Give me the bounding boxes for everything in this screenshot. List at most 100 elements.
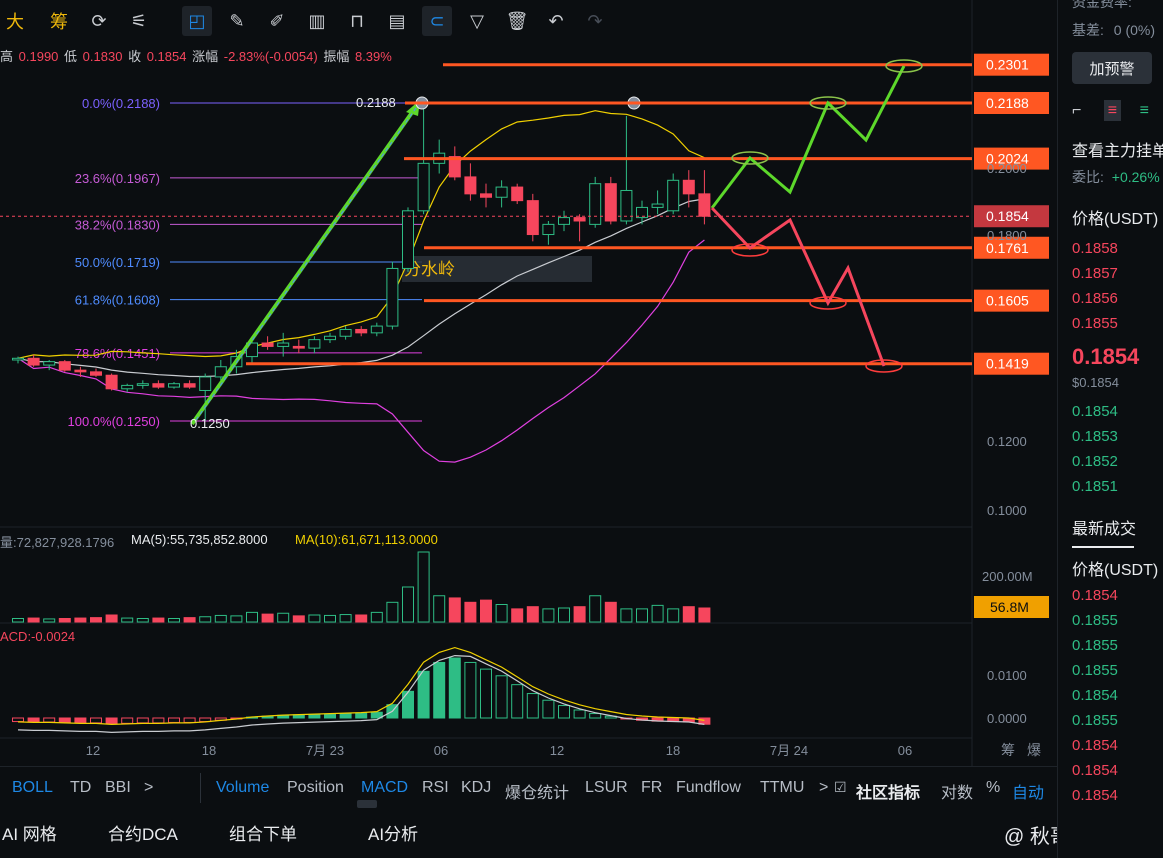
orderbook-bids-icon[interactable]: ≡ xyxy=(1139,102,1149,119)
collapse-handle-icon[interactable] xyxy=(357,800,377,808)
note-icon[interactable]: ▤ xyxy=(388,10,406,31)
volume-bar xyxy=(168,618,180,623)
orderbook-price[interactable]: 0.1854 xyxy=(1072,587,1118,604)
fund-rate-label: 资金费率: xyxy=(1072,0,1132,10)
orderbook-price[interactable]: 0.1855 xyxy=(1072,612,1118,629)
fib-level-label: 0.0%(0.2188) xyxy=(82,96,160,111)
tab-macd[interactable]: MACD xyxy=(361,779,409,796)
undo-icon[interactable]: ↶ xyxy=(548,10,564,31)
dca-button[interactable]: 合约DCA xyxy=(108,825,178,844)
combo-order-button[interactable]: 组合下单 xyxy=(229,825,297,844)
volume-bar xyxy=(417,551,430,623)
tab-more-right[interactable]: > xyxy=(819,779,829,796)
magnet-icon[interactable]: ⊂ xyxy=(422,6,452,36)
candle-body xyxy=(183,383,196,388)
tab-community[interactable]: 社区指标 xyxy=(856,785,921,802)
latest-trades-title[interactable]: 最新成交 xyxy=(1072,521,1137,538)
tab-volume[interactable]: Volume xyxy=(216,779,270,796)
orderbook-price[interactable]: 0.1855 xyxy=(1072,637,1118,654)
fib-level-label: 50.0%(0.1719) xyxy=(75,255,160,270)
orderbook-price[interactable]: 0.1854 xyxy=(1072,737,1118,754)
volume-bar xyxy=(339,614,352,623)
candle-body xyxy=(370,325,383,334)
candle-body xyxy=(589,183,602,225)
bar-chart-icon[interactable]: ▥ xyxy=(308,10,326,31)
orderbook-price[interactable]: 0.1852 xyxy=(1072,453,1118,470)
orderbook-both-icon[interactable]: ⌐ xyxy=(1072,102,1082,119)
ohlc-summary: 高 0.1990 低 0.1830 收 0.1854 涨幅 -2.83%(-0.… xyxy=(0,46,394,65)
basis-label: 基差: xyxy=(1072,22,1104,38)
orderbook-asks-icon[interactable]: ≡ xyxy=(1103,100,1122,121)
basis-value: 0 (0%) xyxy=(1113,22,1156,38)
orderbook-price[interactable]: 0.1854 xyxy=(1072,403,1118,420)
close-label: 收 xyxy=(128,49,142,64)
orderbook-price[interactable]: 0.1857 xyxy=(1072,265,1118,282)
volume-bar xyxy=(246,611,258,623)
tab-boll[interactable]: BOLL xyxy=(12,779,53,796)
filter-icon[interactable]: ▽ xyxy=(470,10,484,31)
volume-bar xyxy=(74,617,87,623)
ai-grid-button[interactable]: AI 网格 xyxy=(2,825,57,844)
add-alert-button[interactable]: 加预警 xyxy=(1072,52,1152,84)
orderbook-price[interactable]: 0.1851 xyxy=(1072,478,1118,495)
tab-more-left[interactable]: > xyxy=(144,779,154,796)
candle-body xyxy=(604,183,617,222)
orderbook-price[interactable]: 0.1855 xyxy=(1072,712,1118,729)
trades-price-header: 价格(USDT) xyxy=(1072,562,1159,579)
ratio-value: +0.26% xyxy=(1111,169,1160,185)
tab-fundflow[interactable]: Fundflow xyxy=(676,779,741,796)
redo-icon[interactable]: ↷ xyxy=(587,10,603,31)
price-axis-tick: 0.1200 xyxy=(987,434,1027,449)
macd-histogram-bar xyxy=(417,670,430,719)
peak-price-label: 0.2188 xyxy=(356,95,396,110)
candle-body xyxy=(667,179,680,212)
tab-auto[interactable]: 自动 xyxy=(1012,785,1045,802)
macd-histogram-bar xyxy=(308,713,321,719)
measure-tool-icon[interactable]: ⚟ xyxy=(130,10,148,31)
edit-icon[interactable]: ☑ xyxy=(834,779,847,795)
tab-lsur[interactable]: LSUR xyxy=(585,779,628,796)
draw-tool-icon[interactable]: ◰ xyxy=(182,6,212,36)
macd-histogram-bar xyxy=(43,717,56,723)
orderbook-price[interactable]: 0.1855 xyxy=(1072,315,1118,332)
candle-body xyxy=(324,335,336,341)
orderbook-price[interactable]: 0.1855 xyxy=(1072,662,1118,679)
lock-icon[interactable]: ⊓ xyxy=(349,10,365,31)
orderbook-price[interactable]: 0.1854 xyxy=(1072,687,1118,704)
orderbook-price[interactable]: 0.1858 xyxy=(1072,240,1118,257)
target-level-price: 0.2301 xyxy=(986,57,1029,73)
tab-liquidation[interactable]: 爆仓统计 xyxy=(505,785,570,802)
chips-icon[interactable]: 大 xyxy=(0,6,30,36)
view-main-orders[interactable]: 查看主力挂单 xyxy=(1072,143,1163,160)
price-chart[interactable]: 0.0%(0.2188) 23.6%(0.1967) 38.2%(0.1830) 50… xyxy=(0,0,1057,766)
refresh-chart-icon[interactable]: ⟳ xyxy=(91,10,107,31)
tab-log[interactable]: 对数 xyxy=(941,785,974,802)
ruler-icon[interactable]: ✎ xyxy=(229,10,245,31)
orderbook-price[interactable]: 0.1854 xyxy=(1072,787,1118,804)
orderbook-price[interactable]: 0.1854 xyxy=(1072,762,1118,779)
indicator-tabbar: BOLL TD BBI > Volume Position MACD RSI K… xyxy=(0,766,1057,809)
tab-percent[interactable]: % xyxy=(986,779,1001,796)
tab-kdj[interactable]: KDJ xyxy=(461,779,492,796)
time-axis-tick: 06 xyxy=(434,743,448,758)
trash-icon[interactable]: 🗑 xyxy=(505,10,529,31)
tab-fr[interactable]: FR xyxy=(641,779,663,796)
orderbook-price[interactable]: 0.1853 xyxy=(1072,428,1118,445)
tab-ttmu[interactable]: TTMU xyxy=(760,779,805,796)
volume-bar xyxy=(152,617,165,623)
orderbook-price[interactable]: 0.1856 xyxy=(1072,290,1118,307)
tab-rsi[interactable]: RSI xyxy=(422,779,449,796)
target-level-tag xyxy=(974,289,1049,312)
macd-histogram-bar xyxy=(480,668,492,719)
candle-body xyxy=(277,342,290,347)
current-price-tag xyxy=(974,205,1049,228)
candle-body xyxy=(448,156,461,178)
tab-position[interactable]: Position xyxy=(287,779,344,796)
volume-bar xyxy=(604,601,617,623)
chips-icon[interactable]: 筹 xyxy=(44,6,74,36)
tab-td[interactable]: TD xyxy=(70,779,92,796)
pencil-icon[interactable]: ✐ xyxy=(269,10,285,31)
ai-analysis-button[interactable]: AI分析 xyxy=(368,825,419,844)
tab-bbi[interactable]: BBI xyxy=(105,779,131,796)
divide-label-box xyxy=(402,256,592,282)
